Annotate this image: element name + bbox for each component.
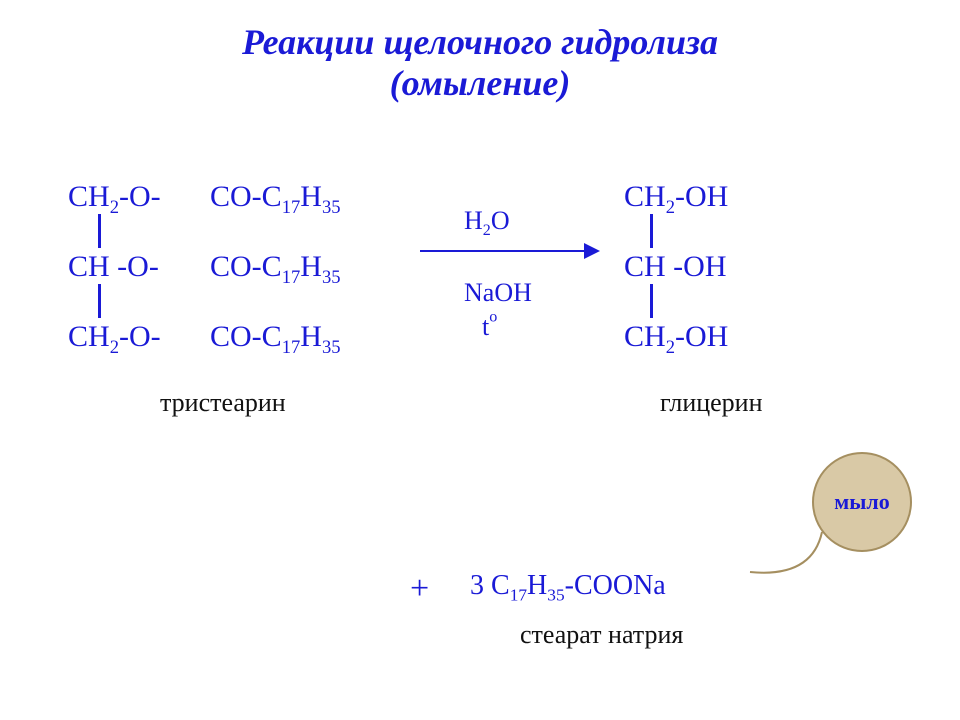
title-line1: Реакции щелочного гидролиза (242, 22, 718, 62)
reactant-line2-prefix: CH -O- (68, 250, 159, 284)
diagram-title: Реакции щелочного гидролиза (омыление) (0, 22, 960, 105)
reactant-line1-acyl: CO-C17H35 (210, 180, 341, 214)
salt-label: стеарат натрия (520, 620, 683, 650)
reactant-label: тристеарин (160, 388, 286, 418)
glycerol-bond-2 (650, 284, 653, 318)
reactant-bond-1 (98, 214, 101, 248)
reagent-top: H2O (464, 206, 510, 236)
glycerol-bond-1 (650, 214, 653, 248)
salt-formula: 3 C17H35-COONa (470, 570, 666, 602)
plus-sign: + (410, 570, 429, 608)
glycerol-line3: CH2-OH (624, 320, 728, 354)
reactant-bond-2 (98, 284, 101, 318)
glycerol-line1: CH2-OH (624, 180, 728, 214)
title-line2: (омыление) (390, 63, 571, 103)
diagram-canvas: { "colors": { "blue": "#1a1ad6", "black"… (0, 0, 960, 720)
reactant-line3-prefix: CH2-O- (68, 320, 161, 354)
soap-text: мыло (834, 489, 890, 515)
reagent-bot: to (482, 312, 497, 342)
reactant-line1-prefix: CH2-O- (68, 180, 161, 214)
reagent-mid: NaOH (464, 278, 532, 308)
reactant-line2-acyl: CO-C17H35 (210, 250, 341, 284)
reaction-arrow (420, 250, 584, 252)
glycerol-line2: CH -OH (624, 250, 727, 284)
soap-callout (730, 512, 842, 592)
reaction-arrow-head (584, 243, 600, 259)
glycerol-label: глицерин (660, 388, 763, 418)
reactant-line3-acyl: CO-C17H35 (210, 320, 341, 354)
